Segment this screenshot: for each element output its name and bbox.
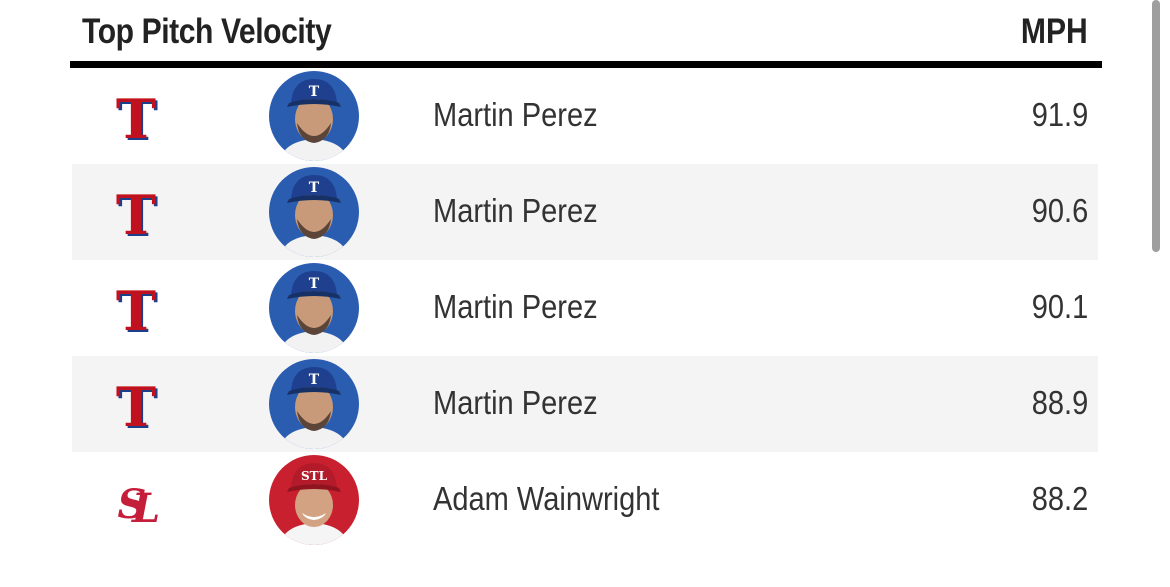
svg-text:T: T [118,90,158,144]
velocity-value: 90.1 [1031,288,1088,325]
svg-text:T: T [309,180,320,196]
scrollbar[interactable] [1152,0,1160,252]
svg-text:T: T [116,282,156,336]
player-avatar: T [269,71,359,161]
velocity-value: 90.6 [1031,192,1088,229]
table-row[interactable]: T T T Martin Perez 90.6 [72,164,1098,260]
rangers-logo-icon: T T [116,90,158,144]
player-name: Martin Perez [433,288,598,325]
player-avatar: T [269,263,359,353]
svg-text:T: T [116,186,156,240]
unit-column-header: MPH [1021,12,1088,51]
player-name: Martin Perez [433,384,598,421]
svg-text:T: T [309,372,320,388]
rangers-logo-icon: T T [116,378,158,432]
velocity-value: 88.9 [1031,384,1088,421]
table-row[interactable]: T T T Martin Perez 88.9 [72,356,1098,452]
svg-text:L: L [131,485,160,528]
svg-text:S: S [118,481,147,528]
player-avatar: T [269,359,359,449]
table-row[interactable]: T T T Martin Perez 91.9 [72,68,1098,164]
player-avatar: T [269,167,359,257]
header-divider [70,61,1102,68]
rangers-logo-icon: T T [116,186,158,240]
cardinals-logo-icon: S L [118,481,161,528]
table-header: Top Pitch Velocity MPH [70,0,1102,62]
svg-text:T: T [309,276,320,292]
rangers-logo-icon: T T [116,282,158,336]
player-name: Martin Perez [433,96,598,133]
svg-text:T: T [118,282,158,336]
svg-text:T: T [118,186,158,240]
svg-text:T: T [116,378,156,432]
svg-text:T: T [309,84,320,100]
velocity-value: 91.9 [1031,96,1088,133]
leaderboard-rows: T T T Martin Perez 91.9 T [72,68,1098,548]
svg-text:STL: STL [301,469,328,483]
player-name: Martin Perez [433,192,598,229]
svg-text:T: T [116,90,156,144]
table-title: Top Pitch Velocity [82,12,332,51]
velocity-value: 88.2 [1031,480,1088,517]
table-row[interactable]: S L STL Adam Wainwright 88.2 [72,452,1098,548]
player-name: Adam Wainwright [433,480,660,517]
player-avatar: STL [269,455,359,545]
table-row[interactable]: T T T Martin Perez 90.1 [72,260,1098,356]
svg-text:T: T [118,378,158,432]
